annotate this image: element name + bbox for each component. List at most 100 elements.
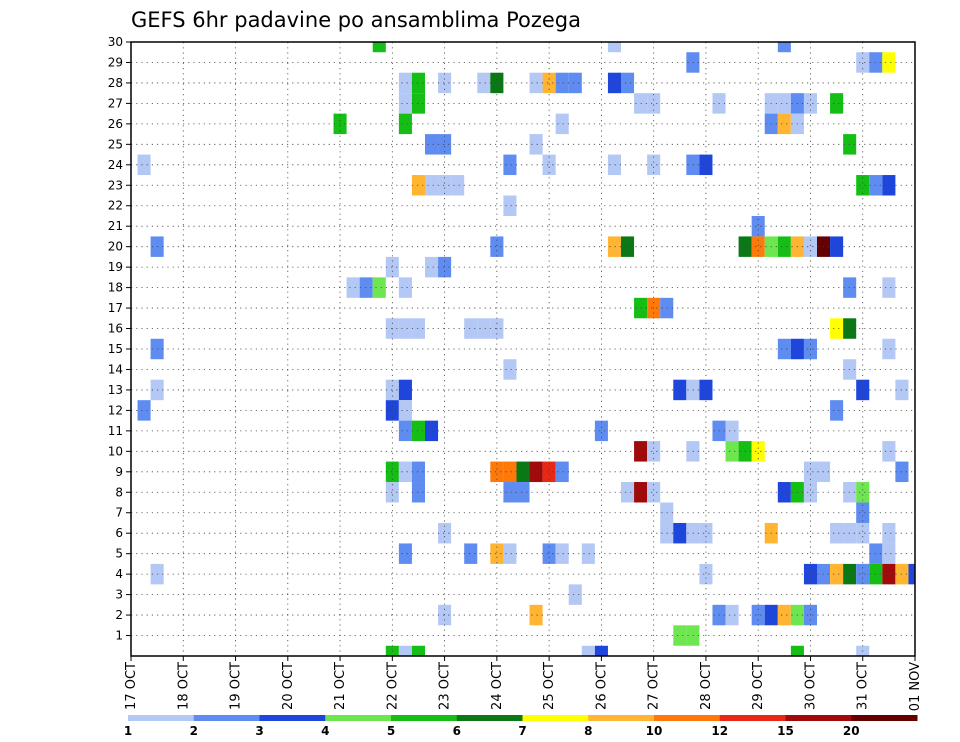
x-tick-label: 18 OCT xyxy=(176,662,191,710)
heatmap-cell xyxy=(882,441,896,462)
legend-swatch xyxy=(654,715,721,721)
legend-swatch xyxy=(522,715,589,721)
y-tick-label: 13 xyxy=(108,383,123,397)
heatmap-cell xyxy=(398,461,412,483)
heatmap-cell xyxy=(398,113,412,135)
heatmap-cell xyxy=(673,522,687,544)
heatmap-cell xyxy=(503,154,517,176)
heatmap-cell xyxy=(411,93,425,114)
legend-swatch xyxy=(456,715,523,721)
color-legend: 1 2 3 4 5 6 7 8 10 12 15 20 xyxy=(124,715,918,738)
heatmap-cell xyxy=(346,277,360,298)
heatmap-cell xyxy=(803,563,817,585)
heatmap-cell xyxy=(856,502,870,523)
heatmap-cell xyxy=(398,400,412,421)
heatmap-cell xyxy=(425,175,439,196)
heatmap-cell xyxy=(803,482,817,503)
heatmap-cell xyxy=(555,461,569,483)
legend-swatch xyxy=(259,715,326,721)
y-tick-label: 10 xyxy=(108,444,123,458)
heatmap-cell xyxy=(503,461,517,483)
heatmap-cell xyxy=(725,420,739,442)
legend-swatch xyxy=(128,715,195,721)
y-tick-label: 1 xyxy=(115,629,123,643)
x-tick-label: 20 OCT xyxy=(281,662,296,710)
y-tick-label: 9 xyxy=(115,465,123,479)
heatmap-cell xyxy=(673,625,687,646)
heatmap-cell xyxy=(503,359,517,380)
y-tick-label: 7 xyxy=(115,506,123,520)
legend-label: 10 xyxy=(646,724,663,738)
heatmap-cell xyxy=(385,400,399,421)
legend-label: 5 xyxy=(387,724,395,738)
heatmap-cell xyxy=(464,318,478,339)
legend-swatch xyxy=(785,715,852,721)
heatmap-cell xyxy=(477,318,491,339)
legend-swatch xyxy=(719,715,786,721)
heatmap-cell xyxy=(555,72,569,94)
y-tick-label: 21 xyxy=(108,219,123,233)
y-tick-label: 20 xyxy=(108,240,123,254)
heatmap-cell xyxy=(882,522,896,544)
heatmap-cell xyxy=(385,461,399,483)
heatmap-cell xyxy=(411,72,425,94)
y-tick-label: 16 xyxy=(108,322,123,336)
heatmap-cell xyxy=(555,543,569,564)
heatmap-cell xyxy=(490,236,504,257)
heatmap-cell xyxy=(451,175,465,196)
heatmap-cell xyxy=(411,461,425,483)
y-tick-label: 12 xyxy=(108,403,123,417)
heatmap-cell xyxy=(529,604,543,626)
heatmap-cell xyxy=(398,277,412,298)
heatmap-cell xyxy=(398,318,412,339)
x-tick-label: 27 OCT xyxy=(647,662,662,710)
heatmap-cell xyxy=(777,482,791,503)
heatmap-cell xyxy=(869,52,883,73)
heatmap-cell xyxy=(607,236,621,257)
y-tick-label: 14 xyxy=(108,362,123,376)
legend-label: 6 xyxy=(453,724,461,738)
heatmap-cell xyxy=(830,93,844,114)
heatmap-cell xyxy=(607,154,621,176)
heatmap-cell xyxy=(529,134,543,155)
heatmap-cell xyxy=(869,175,883,196)
x-tick-label: 17 OCT xyxy=(124,662,139,710)
heatmap-cell xyxy=(516,482,530,503)
heatmap-cell xyxy=(647,441,661,462)
x-tick-label: 25 OCT xyxy=(542,662,557,710)
x-tick-label: 31 OCT xyxy=(856,662,871,710)
heatmap-cell xyxy=(425,420,439,442)
x-tick-label: 21 OCT xyxy=(333,662,348,710)
heatmap-cell xyxy=(425,134,439,155)
legend-label: 3 xyxy=(255,724,263,738)
heatmap-cell xyxy=(803,461,817,483)
heatmap-cell xyxy=(699,522,713,544)
y-tick-label: 18 xyxy=(108,281,123,295)
heatmap-cell xyxy=(385,256,399,278)
x-tick-label: 26 OCT xyxy=(594,662,609,710)
heatmap-cell xyxy=(830,318,844,339)
heatmap-cell xyxy=(647,154,661,176)
heatmap-cell xyxy=(516,461,530,483)
heatmap-cell xyxy=(882,543,896,564)
heatmap-cell xyxy=(411,175,425,196)
x-tick-label: 23 OCT xyxy=(438,662,453,710)
heatmap-cell xyxy=(411,420,425,442)
heatmap-cell xyxy=(830,400,844,421)
heatmap-cell xyxy=(882,277,896,298)
chart-title: GEFS 6hr padavine po ansamblima Pozega xyxy=(131,8,581,32)
heatmap-cell xyxy=(411,645,425,656)
y-tick-label: 17 xyxy=(108,301,123,315)
heatmap-cell xyxy=(777,93,791,114)
legend-label: 15 xyxy=(777,724,794,738)
y-tick-label: 6 xyxy=(115,526,123,540)
heatmap-cell xyxy=(581,543,595,564)
heatmap-cell xyxy=(425,256,439,278)
heatmap-cell xyxy=(568,72,582,94)
legend-label: 20 xyxy=(843,724,860,738)
heatmap-cell xyxy=(385,379,399,401)
heatmap-cell xyxy=(542,461,556,483)
legend-label: 1 xyxy=(124,724,132,738)
heatmap-cell xyxy=(882,338,896,360)
y-tick-label: 8 xyxy=(115,485,123,499)
